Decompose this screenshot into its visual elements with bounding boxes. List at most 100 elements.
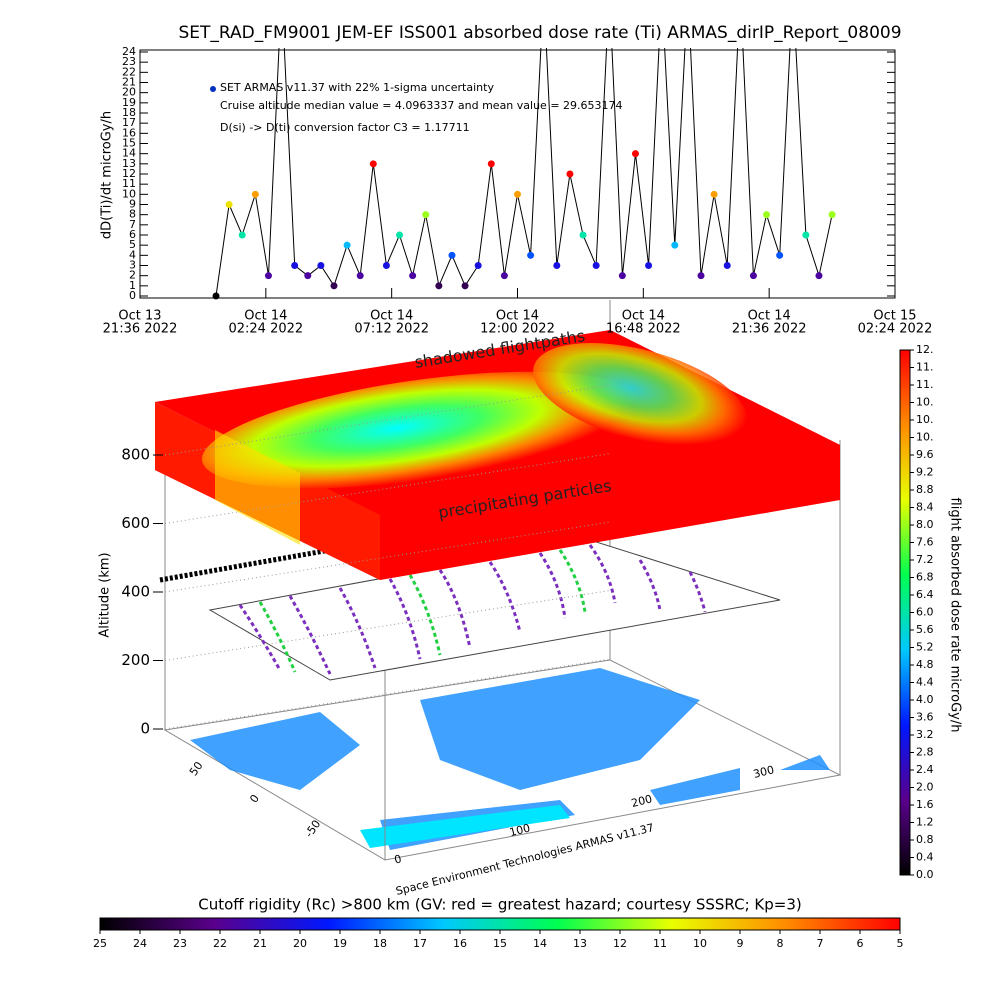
colorbar-tick-label: 6.0 xyxy=(916,606,934,619)
y-tick-label: 10 xyxy=(122,187,136,200)
data-point xyxy=(828,211,836,219)
data-point xyxy=(264,272,272,280)
scene-3d: shadowed flightpaths precipitating parti… xyxy=(98,300,842,898)
colorbar-tick-label: 1.2 xyxy=(916,816,934,829)
data-point xyxy=(330,282,338,290)
y-tick-label: 9 xyxy=(129,198,136,211)
colorbar-tick-label: 11. xyxy=(916,378,934,391)
data-point xyxy=(369,160,377,168)
colorbar-tick-label: 19 xyxy=(333,937,347,950)
map-land xyxy=(190,668,830,850)
data-point xyxy=(776,251,784,259)
x-tick-label: Oct 13 xyxy=(118,309,161,324)
x-tick-label: 02:24 2022 xyxy=(858,322,933,337)
colorbar-tick-label: 5.6 xyxy=(916,623,934,636)
y-tick-label: 22 xyxy=(122,65,136,78)
colorbar-tick-label: 8.8 xyxy=(916,483,934,496)
colorbar-tick-label: 2.4 xyxy=(916,763,934,776)
x-tick-label: Oct 14 xyxy=(748,309,791,324)
x-tick-label: 0 xyxy=(393,852,403,866)
data-point xyxy=(474,262,482,269)
colorbar-label: flight absorbed dose rate microGy/h xyxy=(948,498,963,733)
y-tick-label: 200 xyxy=(121,651,150,669)
colorbar-tick-label: 10 xyxy=(693,937,707,950)
colorbar-tick-label: 10. xyxy=(916,396,934,409)
y-tick-label: 400 xyxy=(121,583,150,601)
x-tick-label: 21:36 2022 xyxy=(103,322,178,337)
colorbar-tick-label: 22 xyxy=(213,937,227,950)
y-tick-label: 21 xyxy=(122,76,136,89)
colorbar-tick-label: 8 xyxy=(777,937,784,950)
y-tick-label: 2 xyxy=(129,269,136,282)
data-point xyxy=(527,251,535,259)
colorbar-tick-label: 2.8 xyxy=(916,746,934,759)
colorbar-tick-label: 14 xyxy=(533,937,547,950)
y-tick-label: 600 xyxy=(121,514,150,532)
colorbar-tick-label: 8.4 xyxy=(916,501,934,514)
y-tick-label: 17 xyxy=(122,116,136,129)
colorbar-tick-label: 12. xyxy=(916,343,934,356)
flight-tracks xyxy=(238,544,707,675)
y-tick-label: 14 xyxy=(122,147,136,160)
data-point xyxy=(304,272,312,280)
data-point xyxy=(396,231,404,239)
y-tick-label: 5 xyxy=(129,238,136,251)
colorbar xyxy=(99,917,901,931)
colorbar-tick-label: 23 xyxy=(173,937,187,950)
data-point xyxy=(697,272,705,280)
colorbar xyxy=(899,349,911,876)
data-point xyxy=(291,262,299,269)
colorbar-tick-label: 3.2 xyxy=(916,728,934,741)
y-tick-label: 13 xyxy=(122,157,136,170)
x-tick-label: 100 xyxy=(508,822,532,840)
y-tick-label: 23 xyxy=(122,55,136,68)
colorbar-tick-label: 7 xyxy=(817,937,824,950)
colorbar-tick-label: 2.0 xyxy=(916,781,934,794)
colorbar-tick-label: 11. xyxy=(916,361,934,374)
z-tick-label: 50 xyxy=(187,759,206,778)
y-tick-label: 1 xyxy=(129,279,136,292)
data-point xyxy=(461,282,469,290)
slab-band xyxy=(215,430,300,545)
colorbar-tick-label: 4.0 xyxy=(916,693,934,706)
data-point xyxy=(671,241,679,249)
data-point xyxy=(618,272,626,280)
colorbar-title: Cutoff rigidity (Rc) >800 km (GV: red = … xyxy=(198,896,801,914)
z-tick-label: 0 xyxy=(247,792,262,805)
data-point xyxy=(435,282,443,290)
y-tick-label: 16 xyxy=(122,126,136,139)
data-point xyxy=(422,211,430,219)
colorbar-tick-label: 10. xyxy=(916,431,934,444)
annotation: Cruise altitude median value = 4.0963337… xyxy=(220,99,623,112)
iss-track xyxy=(159,547,331,583)
colorbar-tick-label: 5 xyxy=(897,937,904,950)
data-point xyxy=(815,272,823,280)
data-point xyxy=(631,150,639,158)
data-point xyxy=(763,211,771,219)
data-point xyxy=(802,231,810,239)
data-point xyxy=(251,190,259,198)
data-point xyxy=(723,262,731,269)
data-point xyxy=(553,262,561,269)
colorbar-tick-label: 4.4 xyxy=(916,676,934,689)
map-ice xyxy=(360,805,570,848)
annotation: SET ARMAS v11.37 with 22% 1-sigma uncert… xyxy=(220,81,494,94)
x-tick-label: 200 xyxy=(630,792,654,810)
data-line xyxy=(215,48,833,297)
x-tick-label: 16:48 2022 xyxy=(606,322,681,337)
slab-blob xyxy=(533,343,747,447)
colorbar-tick-label: 18 xyxy=(373,937,387,950)
colorbar-tick-label: 11 xyxy=(653,937,667,950)
data-point xyxy=(225,201,233,208)
legend-marker xyxy=(210,86,216,92)
data-point xyxy=(579,231,587,239)
colorbar-tick-label: 3.6 xyxy=(916,711,934,724)
x-tick-label: 300 xyxy=(752,763,776,781)
x-tick-label: 07:12 2022 xyxy=(354,322,429,337)
colorbar-tick-label: 9 xyxy=(737,937,744,950)
data-point xyxy=(749,272,757,280)
data-point xyxy=(356,272,364,280)
y-tick-label: 0 xyxy=(129,289,136,302)
x-tick-label: 02:24 2022 xyxy=(228,322,303,337)
